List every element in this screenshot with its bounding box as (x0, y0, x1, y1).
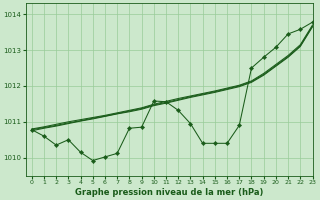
X-axis label: Graphe pression niveau de la mer (hPa): Graphe pression niveau de la mer (hPa) (75, 188, 263, 197)
